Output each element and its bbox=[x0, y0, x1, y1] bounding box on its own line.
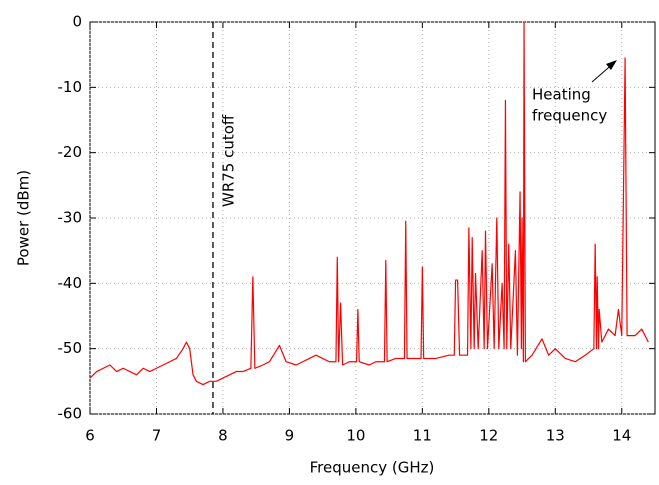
x-tick-label: 14 bbox=[612, 427, 631, 445]
annotation-text: frequency bbox=[532, 107, 607, 125]
annotation-arrowhead bbox=[606, 60, 617, 70]
y-tick-label: -20 bbox=[58, 143, 83, 161]
x-tick-label: 6 bbox=[85, 427, 95, 445]
y-tick-label: -10 bbox=[58, 78, 83, 96]
y-axis-label: Power (dBm) bbox=[15, 170, 33, 266]
x-tick-label: 7 bbox=[152, 427, 162, 445]
x-tick-label: 8 bbox=[218, 427, 228, 445]
x-tick-label: 13 bbox=[546, 427, 565, 445]
x-axis-label: Frequency (GHz) bbox=[310, 459, 435, 477]
x-tick-label: 10 bbox=[346, 427, 365, 445]
y-tick-label: -50 bbox=[58, 339, 83, 357]
x-tick-label: 11 bbox=[413, 427, 432, 445]
spectrum-line bbox=[89, 21, 649, 386]
y-tick-label: 0 bbox=[72, 13, 82, 31]
x-tick-label: 12 bbox=[479, 427, 498, 445]
y-tick-label: -40 bbox=[58, 274, 83, 292]
y-tick-label: -60 bbox=[58, 405, 83, 423]
x-tick-label: 9 bbox=[285, 427, 295, 445]
y-tick-label: -30 bbox=[58, 209, 83, 227]
annotation-text: Heating bbox=[532, 86, 591, 104]
cutoff-label: WR75 cutoff bbox=[219, 114, 237, 207]
